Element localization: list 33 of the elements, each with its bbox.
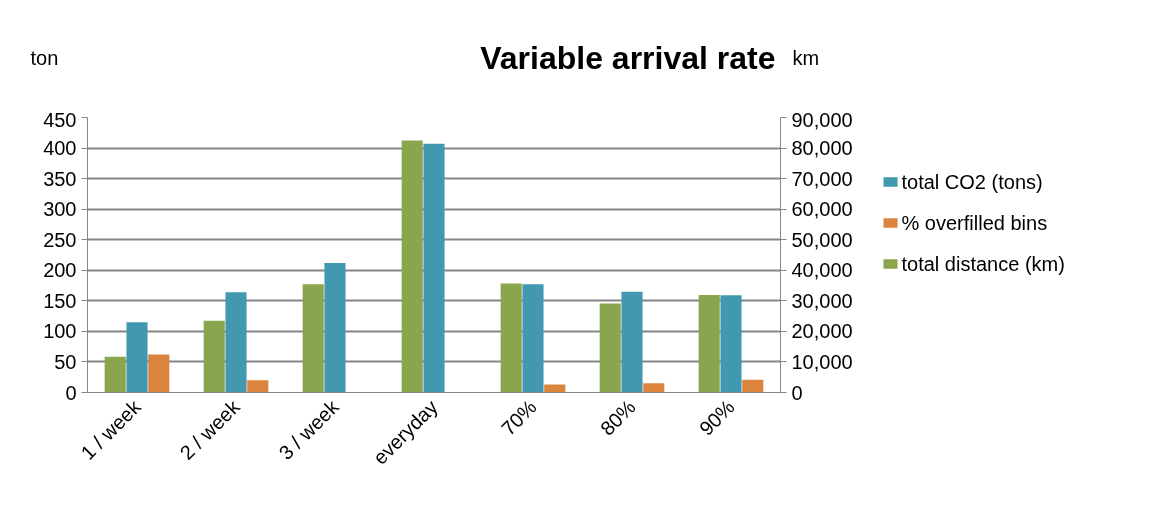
y-tick-label: 100: [43, 320, 77, 343]
y-tick-label: 450: [43, 108, 77, 131]
y2-axis-title: km: [792, 46, 820, 69]
y-tick-label: 250: [43, 228, 77, 251]
y-tick-label: 150: [43, 289, 77, 312]
y2-tick-label: 30,000: [791, 289, 853, 312]
y-axis-title: ton: [30, 46, 59, 69]
legend-label: total distance (km): [901, 253, 1065, 276]
y2-tick-label: 80,000: [791, 137, 853, 160]
y-tick-label: 0: [65, 381, 77, 404]
y2-tick-label: 0: [791, 381, 803, 404]
legend-label: % overfilled bins: [901, 212, 1048, 235]
y2-tick-label: 10,000: [791, 350, 853, 373]
x-tick-label: 90%: [694, 395, 739, 440]
y-tick-label: 200: [43, 259, 77, 282]
x-tick-label: 70%: [496, 395, 541, 440]
y-tick-label: 300: [43, 198, 77, 221]
bar: [742, 379, 764, 393]
legend-label: total CO2 (tons): [901, 171, 1043, 194]
y2-tick-label: 70,000: [791, 167, 853, 190]
y2-tick-label: 50,000: [791, 228, 853, 251]
y2-tick-label: 60,000: [791, 198, 853, 221]
bar: [643, 383, 665, 393]
y2-tick-label: 20,000: [791, 320, 853, 343]
y2-tick-label: 40,000: [791, 259, 853, 282]
bar: [148, 354, 170, 393]
y-tick-label: 350: [43, 167, 77, 190]
chart-title: Variable arrival rate: [480, 39, 776, 76]
y-tick-label: 400: [43, 137, 77, 160]
bar: [247, 380, 269, 393]
y-tick-label: 50: [54, 350, 77, 373]
x-tick-label: 80%: [595, 395, 640, 440]
y2-tick-label: 90,000: [791, 108, 853, 131]
